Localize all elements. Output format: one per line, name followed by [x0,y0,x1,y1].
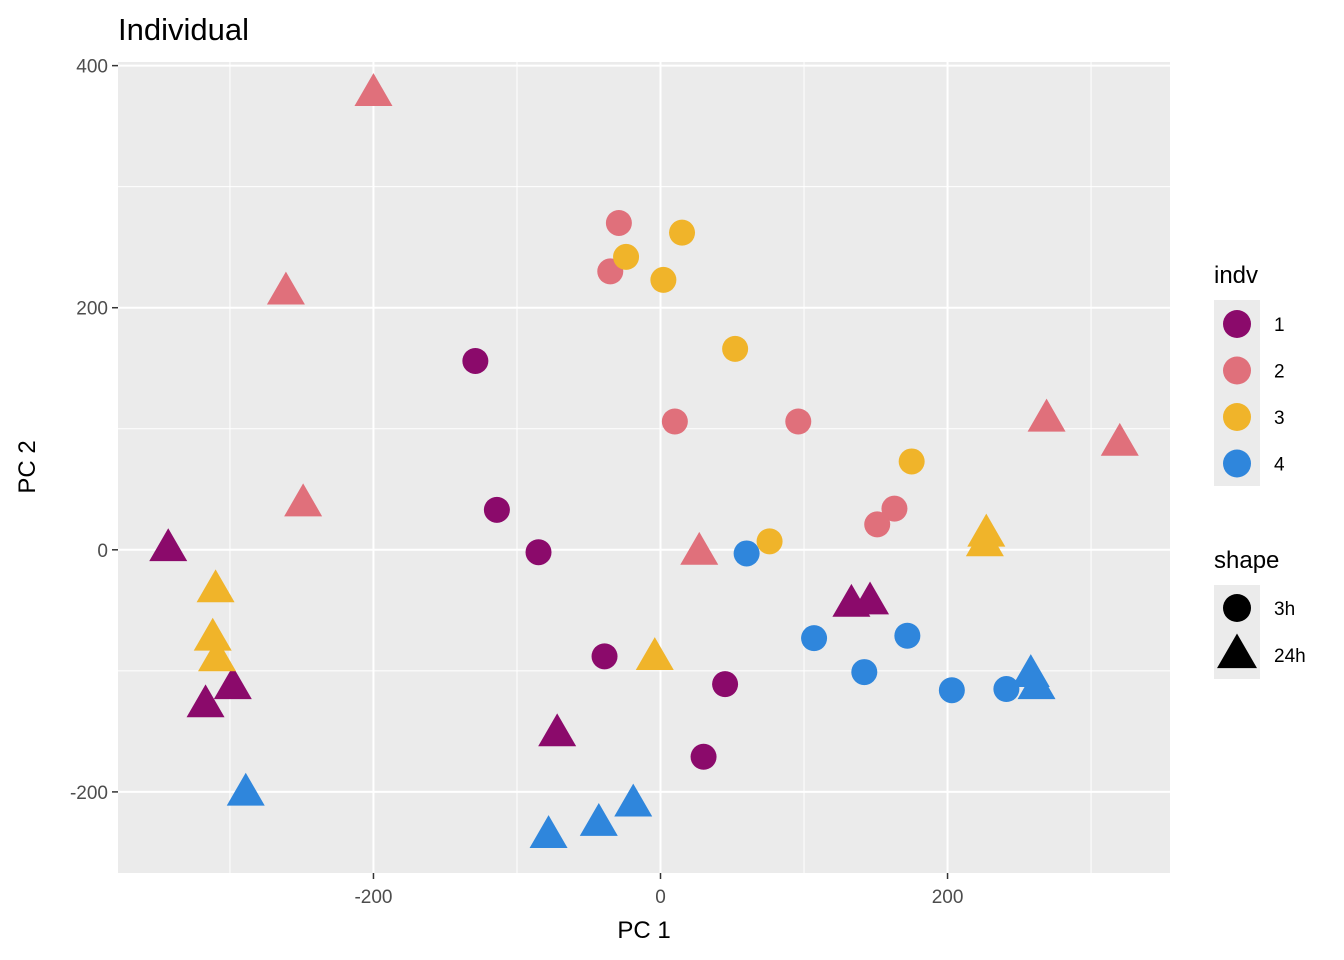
legend-label: 2 [1274,362,1285,383]
data-point-triangle [354,73,393,106]
data-point-circle [669,219,696,246]
data-point-triangle [1017,666,1056,700]
y-tick-label: -200 [70,783,108,804]
data-point-triangle [614,783,653,817]
data-point-triangle [193,617,232,651]
data-point-circle [712,671,739,698]
data-point-circle [605,209,632,236]
y-axis-title: PC 2 [14,440,41,493]
data-point-triangle [213,666,252,700]
data-point-circle [483,496,510,523]
data-point-circle [690,743,717,770]
data-point-triangle [1027,398,1066,432]
legend-title-shape: shape [1214,547,1279,574]
data-point-triangle [851,581,890,615]
data-point-circle [864,511,891,538]
grid-major [118,62,1170,873]
data-point-circle [650,266,677,293]
x-tick-label: 0 [655,887,666,908]
legend: indv 1 2 3 4 shape 3h 24h [1214,262,1306,679]
data-point-triangle [529,815,568,848]
data-point-triangle [149,528,188,562]
data-point-circle [661,408,688,435]
legend-key-circle [1223,310,1251,338]
data-point-circle [801,625,828,652]
x-axis-title: PC 1 [617,917,670,944]
legend-label: 24h [1274,646,1306,667]
legend-key-circle [1223,403,1251,431]
plot-panel [118,62,1170,873]
data-point-triangle [198,638,237,672]
grid-minor [118,62,1170,873]
data-point-triangle [1100,422,1139,456]
legend-label: 3h [1274,599,1295,620]
legend-title-indv: indv [1214,262,1258,289]
y-tick-label: 400 [76,57,108,78]
data-point-triangle [196,569,235,603]
y-tick-label: 0 [97,541,108,562]
legend-key-triangle [1217,633,1257,669]
data-point-triangle [284,483,323,517]
data-point-circle [898,448,925,475]
data-point-triangle [635,637,674,671]
data-points [149,73,1139,848]
data-point-circle [462,347,489,374]
data-point-circle [894,622,921,649]
x-tick-label: 200 [932,887,964,908]
data-point-circle [733,540,760,567]
axes: -200 0 200 -200 0 200 400 [70,57,963,908]
data-point-circle [881,495,908,522]
data-point-circle [993,676,1020,703]
data-point-circle [722,335,749,362]
y-tick-label: 200 [76,299,108,320]
data-point-circle [756,528,783,555]
legend-key-circle [1223,594,1251,622]
data-point-circle [525,539,552,566]
legend-key-circle [1223,356,1251,385]
chart-title: Individual [118,12,249,47]
legend-key-circle [1223,449,1251,478]
data-point-triangle [680,531,719,565]
legend-label: 3 [1274,408,1285,429]
data-point-triangle [538,713,577,747]
data-point-triangle [579,802,618,836]
data-point-circle [851,659,878,686]
data-point-triangle [186,684,225,718]
data-point-circle [938,677,965,704]
data-point-circle [785,408,812,435]
legend-label: 4 [1274,455,1285,476]
data-point-triangle [965,523,1004,557]
data-point-triangle [226,772,265,806]
data-point-triangle [266,271,305,305]
data-point-circle [591,643,618,670]
legend-label: 1 [1274,315,1285,336]
data-point-circle [613,243,640,270]
x-tick-label: -200 [354,887,392,908]
